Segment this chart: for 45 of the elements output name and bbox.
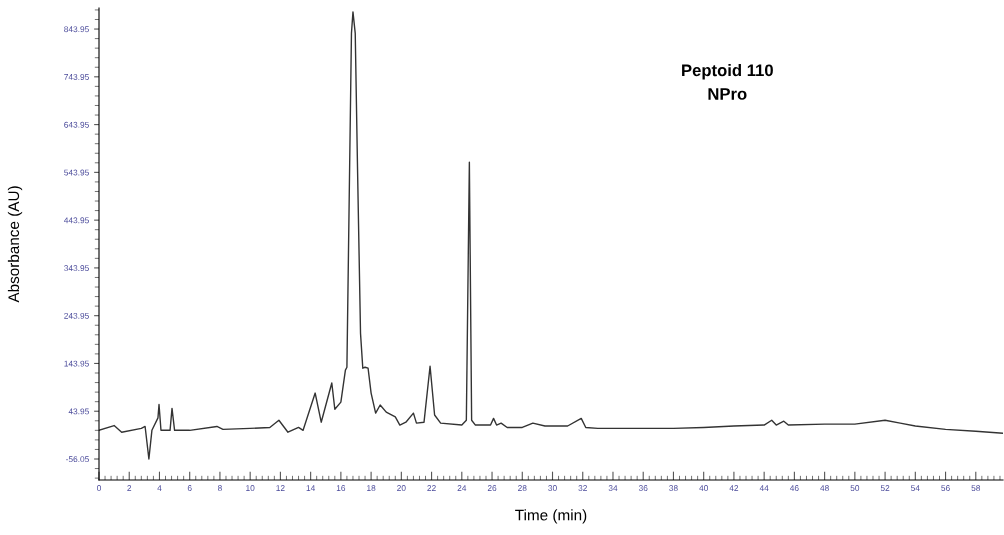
x-tick-label: 22 bbox=[427, 485, 436, 491]
x-tick-label: 52 bbox=[880, 485, 890, 491]
y-tick-label: 743.95 bbox=[64, 74, 89, 80]
x-tick-label: 58 bbox=[971, 485, 981, 491]
y-tick-label: 443.95 bbox=[63, 217, 89, 224]
x-axis-title: Time (min) bbox=[515, 509, 587, 524]
x-tick-label: 56 bbox=[941, 485, 950, 491]
y-tick-label: 243.95 bbox=[64, 312, 89, 319]
x-tick-label: 38 bbox=[669, 485, 678, 491]
line-series bbox=[99, 11, 1003, 460]
annotation: NPro bbox=[708, 88, 747, 100]
y-tick-label: 543.95 bbox=[64, 169, 89, 176]
x-tick-label: 48 bbox=[820, 485, 829, 491]
y-tick-label: 843.95 bbox=[64, 26, 89, 33]
x-tick-label: 18 bbox=[367, 485, 376, 491]
x-tick-label: 50 bbox=[850, 485, 860, 491]
x-tick-label: 10 bbox=[246, 485, 255, 491]
x-tick-label: 36 bbox=[638, 485, 648, 491]
x-tick-label: 24 bbox=[457, 485, 467, 491]
x-tick-label: 28 bbox=[518, 485, 527, 491]
x-tick-label: 30 bbox=[548, 485, 557, 491]
y-tick-label: 343.95 bbox=[64, 265, 89, 272]
y-axis-title: Absorbance (AU) bbox=[7, 186, 23, 303]
x-tick-label: 12 bbox=[276, 485, 285, 491]
x-tick-label: 40 bbox=[699, 485, 708, 491]
x-tick-label: 46 bbox=[789, 485, 799, 491]
y-tick-label: 643.95 bbox=[64, 121, 89, 128]
x-tick-label: 4 bbox=[157, 485, 162, 491]
y-tick-label: -56.05 bbox=[66, 456, 89, 463]
x-tick-label: 6 bbox=[187, 485, 192, 491]
x-tick-label: 0 bbox=[97, 485, 101, 491]
x-tick-label: 34 bbox=[608, 485, 618, 491]
x-tick-label: 2 bbox=[127, 485, 132, 491]
annotation: Peptoid 110 bbox=[682, 63, 773, 80]
y-tick-label: 43.95 bbox=[68, 408, 89, 415]
x-tick-label: 44 bbox=[759, 485, 769, 491]
x-tick-label: 26 bbox=[487, 485, 497, 491]
x-tick-label: 16 bbox=[336, 485, 346, 491]
x-tick-label: 32 bbox=[578, 485, 587, 491]
y-tick-label: 143.95 bbox=[64, 360, 89, 367]
x-tick-label: 8 bbox=[217, 485, 222, 491]
x-tick-label: 54 bbox=[911, 485, 920, 491]
x-tick-label: 14 bbox=[306, 485, 316, 491]
x-tick-label: 20 bbox=[397, 485, 406, 491]
x-tick-label: 42 bbox=[729, 485, 739, 491]
